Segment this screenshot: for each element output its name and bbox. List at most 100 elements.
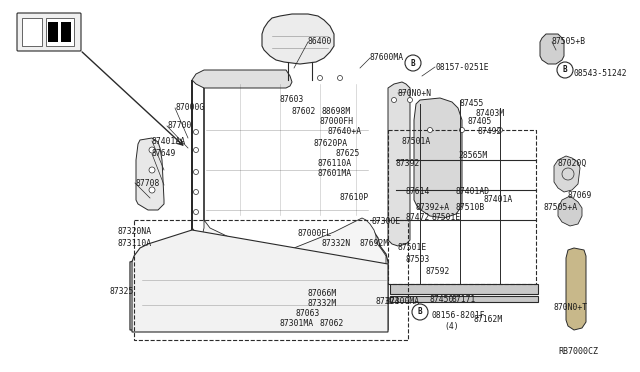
- Bar: [48, 22, 58, 42]
- Text: 08157-0251E: 08157-0251E: [435, 62, 488, 71]
- Polygon shape: [388, 82, 410, 246]
- Text: 87392+A: 87392+A: [416, 203, 450, 212]
- Text: 87020Q: 87020Q: [558, 158, 588, 167]
- Bar: [46, 18, 74, 46]
- Polygon shape: [558, 196, 582, 226]
- Circle shape: [193, 170, 198, 174]
- Bar: [390, 284, 538, 294]
- Text: 87332M: 87332M: [308, 299, 337, 308]
- Bar: [134, 220, 408, 340]
- Polygon shape: [566, 248, 586, 330]
- Text: 87450: 87450: [430, 295, 454, 305]
- FancyBboxPatch shape: [17, 13, 81, 51]
- Circle shape: [460, 128, 465, 132]
- Bar: [390, 296, 538, 302]
- Text: 87063: 87063: [296, 310, 321, 318]
- Text: 87171: 87171: [452, 295, 476, 305]
- Polygon shape: [540, 34, 564, 64]
- Text: 87610P: 87610P: [340, 192, 369, 202]
- Text: 86400: 86400: [308, 38, 332, 46]
- Circle shape: [412, 304, 428, 320]
- Text: RB7000CZ: RB7000CZ: [558, 347, 598, 356]
- Polygon shape: [132, 230, 388, 332]
- Text: 87403M: 87403M: [475, 109, 504, 118]
- Text: 87162M: 87162M: [474, 314, 503, 324]
- Text: 87300E: 87300E: [372, 218, 401, 227]
- Text: 87320NA: 87320NA: [118, 228, 152, 237]
- Text: 08543-51242: 08543-51242: [574, 70, 628, 78]
- Polygon shape: [136, 138, 164, 210]
- Text: 87000FL: 87000FL: [298, 230, 332, 238]
- Text: 87401A: 87401A: [484, 196, 513, 205]
- Circle shape: [337, 76, 342, 80]
- Text: (4): (4): [444, 321, 459, 330]
- Text: 87301MA: 87301MA: [280, 320, 314, 328]
- Polygon shape: [414, 98, 462, 218]
- Text: B: B: [563, 65, 567, 74]
- Polygon shape: [196, 80, 386, 328]
- Text: 87640+A: 87640+A: [328, 128, 362, 137]
- Text: 87700: 87700: [167, 122, 191, 131]
- Polygon shape: [262, 14, 334, 64]
- Text: 87401AA: 87401AA: [152, 137, 186, 145]
- Circle shape: [392, 97, 397, 103]
- Text: 87501E: 87501E: [432, 214, 461, 222]
- Circle shape: [149, 167, 155, 173]
- Text: 87062: 87062: [320, 320, 344, 328]
- Text: 87401AD: 87401AD: [455, 187, 489, 196]
- Circle shape: [193, 129, 198, 135]
- Text: 870N0+N: 870N0+N: [398, 89, 432, 97]
- Text: 87501A: 87501A: [402, 138, 431, 147]
- Text: 87324: 87324: [375, 298, 399, 307]
- Text: 87300MA: 87300MA: [386, 298, 420, 307]
- Text: 87392: 87392: [395, 158, 419, 167]
- Text: 87455: 87455: [460, 99, 484, 109]
- Text: 87492: 87492: [478, 126, 502, 135]
- Text: 87505+B: 87505+B: [552, 38, 586, 46]
- Text: 28565M: 28565M: [458, 151, 487, 160]
- Circle shape: [405, 55, 421, 71]
- Text: 87602: 87602: [292, 108, 316, 116]
- Text: 87000FH: 87000FH: [320, 118, 354, 126]
- Circle shape: [193, 148, 198, 153]
- Circle shape: [557, 62, 573, 78]
- Text: 87600MA: 87600MA: [370, 54, 404, 62]
- Bar: [61, 22, 71, 42]
- Text: 87066M: 87066M: [308, 289, 337, 298]
- Text: 87325: 87325: [110, 288, 134, 296]
- Text: 87405: 87405: [468, 118, 492, 126]
- Text: 87620PA: 87620PA: [314, 138, 348, 148]
- Text: B: B: [411, 58, 415, 67]
- Text: 87592: 87592: [426, 267, 451, 276]
- Text: 87332N: 87332N: [322, 240, 351, 248]
- Text: 87472: 87472: [405, 214, 429, 222]
- Text: 87708: 87708: [135, 179, 159, 187]
- Text: 87505+A: 87505+A: [544, 203, 578, 212]
- Text: 08156-8201F: 08156-8201F: [432, 311, 486, 321]
- Polygon shape: [130, 80, 388, 330]
- Text: B: B: [418, 308, 422, 317]
- Text: 87601MA: 87601MA: [318, 169, 352, 177]
- Text: 87603: 87603: [280, 94, 305, 103]
- Text: 87069: 87069: [568, 192, 593, 201]
- Text: 87614: 87614: [405, 187, 429, 196]
- Text: 88698M: 88698M: [322, 108, 351, 116]
- Polygon shape: [554, 156, 580, 192]
- Text: 87649: 87649: [152, 150, 177, 158]
- Text: 87510B: 87510B: [455, 203, 484, 212]
- Text: 87503: 87503: [406, 254, 430, 263]
- Circle shape: [193, 209, 198, 215]
- Text: 87000G: 87000G: [175, 103, 204, 112]
- Text: 87625: 87625: [336, 148, 360, 157]
- Text: 876110A: 876110A: [318, 158, 352, 167]
- Circle shape: [149, 187, 155, 193]
- Circle shape: [149, 147, 155, 153]
- Circle shape: [193, 189, 198, 195]
- Text: 873110A: 873110A: [118, 238, 152, 247]
- Polygon shape: [192, 70, 292, 88]
- Text: 87501E: 87501E: [398, 243, 428, 251]
- Circle shape: [497, 128, 502, 132]
- Bar: [22, 18, 42, 46]
- Text: 87692M: 87692M: [360, 240, 389, 248]
- Bar: [388, 130, 536, 284]
